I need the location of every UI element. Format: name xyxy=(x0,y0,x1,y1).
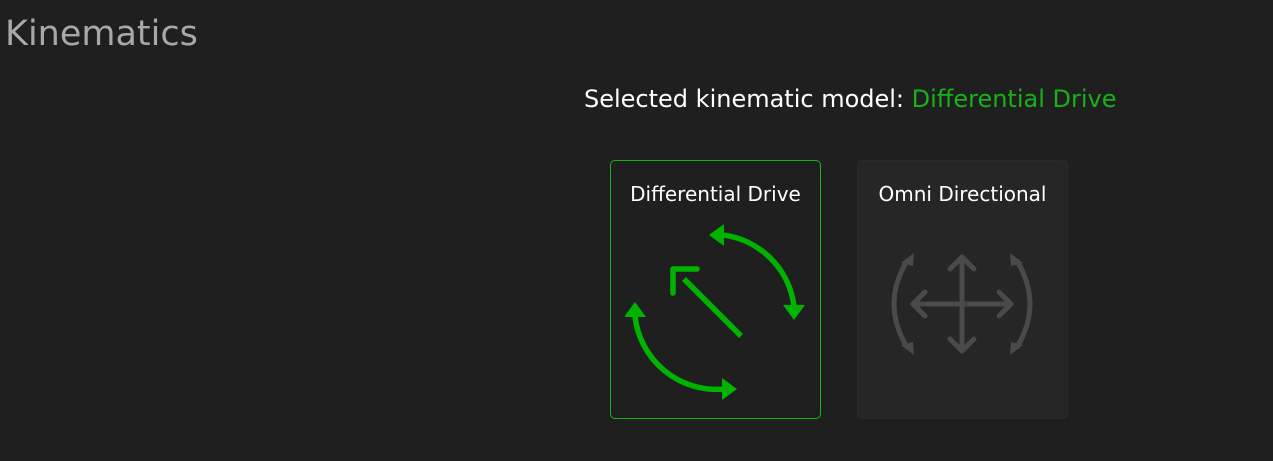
selected-model-label: Selected kinematic model: xyxy=(584,85,912,113)
page-title: Kinematics xyxy=(5,14,198,54)
omni-move-icon xyxy=(891,253,1033,355)
selected-model-value: Differential Drive xyxy=(911,85,1117,113)
omni-directional-label: Omni Directional xyxy=(878,182,1047,206)
differential-drive-card[interactable]: Differential Drive xyxy=(610,160,821,419)
rotate-arrows-icon xyxy=(625,224,805,400)
selected-model-line: Selected kinematic model: Differential D… xyxy=(584,84,1117,114)
omni-directional-card[interactable]: Omni Directional xyxy=(857,160,1068,419)
differential-drive-label: Differential Drive xyxy=(630,182,801,206)
